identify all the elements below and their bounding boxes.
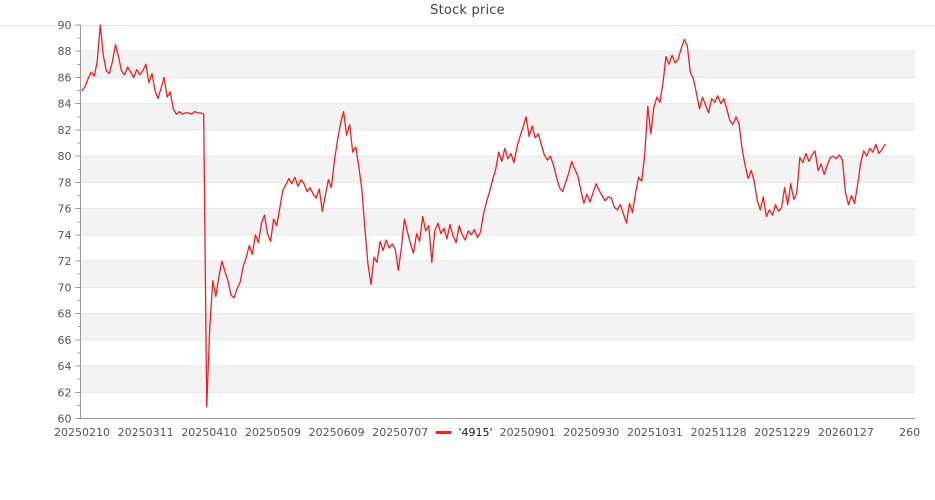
y-tick-label: 90 [58,19,72,32]
background-band [80,51,915,78]
background-band [80,313,915,340]
y-tick-label: 64 [58,360,72,373]
y-tick-label: 82 [58,124,72,137]
y-tick-label: 76 [58,203,72,216]
y-tick-label: 78 [58,176,72,189]
title-divider [0,25,935,26]
y-tick-label: 84 [58,98,72,111]
y-tick-label: 60 [58,413,72,426]
y-tick-label: 88 [58,45,72,58]
y-tick-label: 66 [58,334,72,347]
y-tick-label: 80 [58,150,72,163]
chart-title: Stock price [430,3,505,18]
y-tick-label: 72 [58,255,72,268]
price-line [81,24,886,408]
background-band [80,208,915,235]
y-tick-label: 86 [58,71,72,84]
y-tick-label: 62 [58,386,72,399]
background-band [80,366,915,393]
background-band [80,103,915,130]
y-tick-label: 74 [58,229,72,242]
y-tick-label: 68 [58,308,72,321]
y-tick-label: 70 [58,281,72,294]
